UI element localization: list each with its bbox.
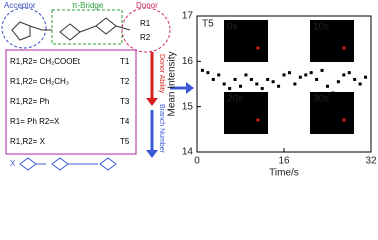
acceptor-ring: [1, 7, 47, 49]
x-mark: X: [10, 159, 16, 168]
point: [282, 73, 286, 77]
inset-image: [310, 92, 354, 134]
bridge-box: [51, 9, 123, 45]
point: [336, 80, 340, 84]
inset-image: [310, 20, 354, 62]
acceptor-label: Acceptor: [4, 1, 36, 10]
point: [326, 84, 329, 88]
point: [255, 82, 259, 86]
inset-image: [224, 20, 268, 62]
row-tag: T3: [120, 97, 130, 106]
point: [233, 77, 237, 81]
point: [260, 87, 264, 91]
bridge-label: π-Bridge: [72, 1, 104, 10]
inset-label: 20s: [227, 94, 243, 105]
chart: 0s 10s 20s 30s 14 15 16 17 0 16 32 T5 Time/s Mean Int…: [167, 11, 377, 179]
row-tag: T4: [120, 117, 130, 126]
row-formula: R1,R2= Ph: [10, 97, 49, 106]
donor-label: Donor: [136, 1, 158, 10]
point: [239, 84, 242, 88]
y-tick-label: 14: [182, 147, 194, 158]
point: [217, 73, 221, 77]
inset-image: [224, 92, 268, 134]
x-tick-label: 16: [278, 156, 290, 167]
point: [211, 77, 215, 81]
point: [287, 71, 291, 75]
molecule: [11, 17, 131, 41]
point: [293, 82, 297, 86]
inset-label: 0s: [227, 22, 238, 33]
point: [228, 87, 232, 91]
point: [353, 77, 357, 81]
r2-label: R2: [140, 33, 151, 42]
point: [298, 75, 302, 79]
point: [309, 71, 313, 75]
point: [320, 68, 324, 72]
figure: Acceptor π-Bridge Donor R1 R2 Donor Abil…: [1, 1, 377, 179]
r1-label: R1: [140, 19, 151, 28]
donor-arrow-head: [146, 98, 158, 106]
row-formula: R1= Ph R2=X: [10, 117, 60, 126]
y-tick-label: 17: [182, 11, 194, 22]
x-tick-label: 0: [194, 156, 200, 167]
point: [244, 73, 248, 77]
row-formula: R1,R2= X: [10, 137, 46, 146]
row-tag: T2: [120, 77, 130, 86]
row-formula: R1,R2= CH₂CH₃: [10, 77, 69, 86]
point: [331, 91, 335, 95]
inset-spot: [342, 46, 346, 50]
point: [358, 82, 362, 86]
bottom-molecule: [19, 157, 117, 171]
point: [206, 71, 210, 75]
point: [364, 75, 368, 79]
row-tag: T5: [120, 137, 130, 146]
x-axis-label: Time/s: [269, 168, 299, 179]
branch-number-label: Branch Number: [158, 104, 165, 154]
point: [277, 84, 281, 88]
donor-ring: [121, 7, 171, 53]
point: [222, 82, 226, 86]
branch-arrow-head: [146, 150, 158, 158]
point: [249, 77, 253, 81]
point: [271, 80, 275, 84]
donor-ability-label: Donor Ability: [158, 54, 165, 94]
link-arrow-head: [186, 82, 194, 94]
point: [304, 73, 308, 77]
point: [347, 71, 351, 75]
point: [200, 68, 204, 72]
list-box: [5, 49, 137, 155]
y-axis-label: Mean Intensity: [167, 51, 178, 116]
x-tick-label: 32: [365, 156, 377, 167]
inset-label: 10s: [313, 22, 329, 33]
diagram: Acceptor π-Bridge Donor R1 R2 Donor Abil…: [1, 1, 194, 171]
point: [266, 77, 270, 81]
point: [315, 77, 319, 81]
chart-title: T5: [202, 19, 214, 30]
y-tick-label: 16: [182, 56, 194, 67]
inset-label: 30s: [313, 94, 329, 105]
inset-spot: [342, 118, 346, 122]
y-tick-label: 15: [182, 101, 194, 112]
row-formula: R1,R2= CH₂COOEt: [10, 57, 81, 66]
inset-spot: [256, 118, 260, 122]
row-tag: T1: [120, 57, 130, 66]
inset-spot: [256, 46, 260, 50]
point: [342, 73, 346, 77]
